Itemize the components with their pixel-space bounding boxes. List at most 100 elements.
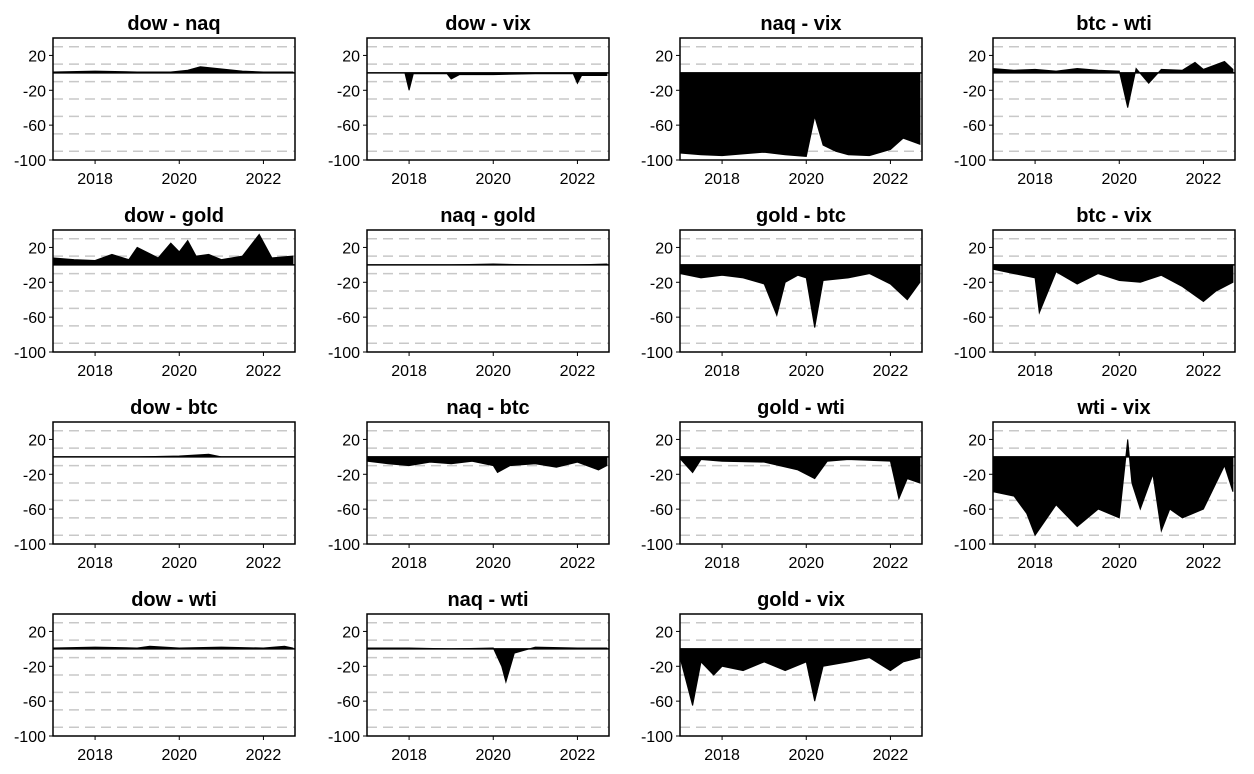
panel-title: dow - btc bbox=[130, 397, 218, 419]
series-area bbox=[366, 456, 608, 474]
y-tick-label: -60 bbox=[650, 694, 673, 711]
series-area bbox=[679, 648, 921, 706]
plot-frame bbox=[679, 37, 923, 161]
panel: naq - btc 20 -20 -60 -100 2018 2020 2022 bbox=[328, 397, 610, 572]
y-tick-label: -60 bbox=[337, 502, 360, 519]
y-tick-label: -20 bbox=[963, 275, 986, 292]
y-tick-label: -100 bbox=[14, 537, 46, 554]
y-tick-label: 20 bbox=[28, 48, 46, 65]
panel-title: wti - vix bbox=[1076, 397, 1150, 419]
x-tick-label: 2020 bbox=[475, 555, 511, 572]
x-tick-label: 2020 bbox=[161, 363, 197, 380]
y-tick-label: -60 bbox=[650, 310, 673, 327]
y-tick-label: -20 bbox=[23, 83, 46, 100]
panel: btc - vix 20 -20 -60 -100 2018 2020 2022 bbox=[954, 205, 1236, 380]
x-tick-label: 2020 bbox=[1101, 171, 1137, 188]
panel: dow - wti 20 -20 -60 -100 2018 2020 2022 bbox=[14, 589, 296, 764]
x-tick-label: 2018 bbox=[391, 363, 427, 380]
panel: dow - naq 20 -20 -60 -100 2018 2020 2022 bbox=[14, 13, 296, 188]
x-tick-label: 2020 bbox=[161, 171, 197, 188]
plot-frame bbox=[679, 421, 923, 545]
plot-frame bbox=[992, 421, 1236, 545]
panel: btc - wti 20 -20 -60 -100 2018 2020 2022 bbox=[954, 13, 1236, 188]
y-tick-label: -100 bbox=[14, 729, 46, 746]
y-tick-label: 20 bbox=[968, 432, 986, 449]
series-area bbox=[52, 233, 294, 266]
plot-frame bbox=[679, 229, 923, 353]
x-tick-label: 2020 bbox=[788, 747, 824, 764]
y-tick-label: -20 bbox=[650, 83, 673, 100]
x-tick-label: 2018 bbox=[704, 171, 740, 188]
x-tick-label: 2022 bbox=[1186, 171, 1222, 188]
y-tick-label: 20 bbox=[655, 240, 673, 257]
y-tick-label: -60 bbox=[337, 118, 360, 135]
series-area bbox=[367, 72, 608, 91]
x-tick-label: 2020 bbox=[161, 555, 197, 572]
y-tick-label: -100 bbox=[328, 537, 360, 554]
x-tick-label: 2018 bbox=[391, 747, 427, 764]
y-tick-label: -60 bbox=[963, 310, 986, 327]
x-tick-label: 2022 bbox=[1186, 555, 1222, 572]
x-tick-label: 2020 bbox=[788, 555, 824, 572]
x-tick-label: 2022 bbox=[246, 363, 282, 380]
x-tick-label: 2018 bbox=[77, 555, 113, 572]
y-tick-label: -100 bbox=[954, 153, 986, 170]
y-tick-label: -60 bbox=[23, 694, 46, 711]
y-tick-label: -100 bbox=[954, 537, 986, 554]
y-tick-label: -60 bbox=[650, 502, 673, 519]
x-tick-label: 2018 bbox=[704, 747, 740, 764]
plot-frame bbox=[992, 229, 1236, 353]
x-tick-label: 2020 bbox=[475, 747, 511, 764]
panel: dow - vix 20 -20 -60 -100 2018 2020 2022 bbox=[328, 13, 610, 188]
x-tick-label: 2018 bbox=[391, 171, 427, 188]
x-tick-label: 2018 bbox=[77, 747, 113, 764]
panel-title: btc - wti bbox=[1076, 13, 1152, 35]
y-tick-label: -100 bbox=[328, 345, 360, 362]
x-tick-label: 2018 bbox=[704, 363, 740, 380]
y-tick-label: 20 bbox=[342, 240, 360, 257]
y-tick-label: -100 bbox=[641, 345, 673, 362]
x-tick-label: 2022 bbox=[246, 747, 282, 764]
y-tick-label: -20 bbox=[337, 659, 360, 676]
x-tick-label: 2022 bbox=[873, 171, 909, 188]
y-tick-label: -20 bbox=[650, 659, 673, 676]
panel: dow - gold 20 -20 -60 -100 2018 2020 2022 bbox=[14, 205, 296, 380]
series-area bbox=[366, 646, 608, 684]
y-tick-label: -100 bbox=[641, 729, 673, 746]
x-tick-label: 2018 bbox=[77, 363, 113, 380]
x-tick-label: 2018 bbox=[1017, 363, 1053, 380]
y-tick-label: -20 bbox=[337, 467, 360, 484]
x-tick-label: 2022 bbox=[560, 171, 596, 188]
panel-title: naq - wti bbox=[447, 589, 528, 611]
x-tick-label: 2020 bbox=[788, 363, 824, 380]
plot-frame bbox=[366, 613, 610, 737]
y-tick-label: 20 bbox=[342, 432, 360, 449]
series-area bbox=[992, 439, 1234, 537]
panel-title: dow - gold bbox=[124, 205, 224, 227]
x-tick-label: 2018 bbox=[1017, 171, 1053, 188]
y-tick-label: -20 bbox=[650, 467, 673, 484]
y-tick-label: -100 bbox=[954, 345, 986, 362]
series-area bbox=[679, 72, 921, 158]
x-tick-label: 2020 bbox=[475, 363, 511, 380]
y-tick-label: 20 bbox=[968, 48, 986, 65]
y-tick-label: -20 bbox=[337, 275, 360, 292]
plot-frame bbox=[366, 421, 610, 545]
y-tick-label: -60 bbox=[963, 502, 986, 519]
plot-frame bbox=[992, 37, 1236, 161]
panel-title: dow - vix bbox=[445, 13, 531, 35]
panel: naq - wti 20 -20 -60 -100 2018 2020 2022 bbox=[328, 589, 610, 764]
y-tick-label: 20 bbox=[28, 624, 46, 641]
y-tick-label: -20 bbox=[650, 275, 673, 292]
plot-frame bbox=[679, 613, 923, 737]
series-area bbox=[992, 264, 1234, 315]
y-tick-label: -20 bbox=[23, 275, 46, 292]
x-tick-label: 2022 bbox=[560, 747, 596, 764]
x-tick-label: 2022 bbox=[873, 363, 909, 380]
panel: naq - gold 20 -20 -60 -100 2018 2020 2022 bbox=[328, 205, 610, 380]
panel-title: naq - btc bbox=[446, 397, 529, 419]
x-tick-label: 2022 bbox=[560, 363, 596, 380]
y-tick-label: 20 bbox=[968, 240, 986, 257]
panel: gold - btc 20 -20 -60 -100 2018 2020 2022 bbox=[641, 205, 923, 380]
y-tick-label: 20 bbox=[655, 48, 673, 65]
